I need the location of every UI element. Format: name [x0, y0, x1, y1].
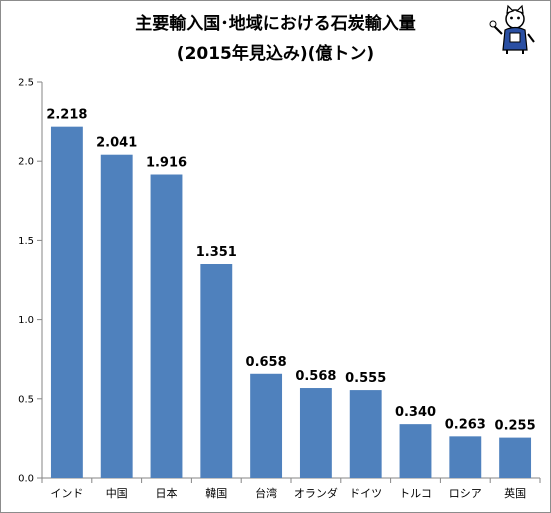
data-label: 2.218: [46, 108, 87, 123]
x-tick-label: ロシア: [449, 487, 482, 500]
x-tick-label: 韓国: [205, 487, 227, 500]
x-tick-label: 台湾: [255, 486, 277, 500]
x-tick-label: 日本: [156, 486, 178, 500]
bar: [449, 436, 482, 478]
bar: [299, 388, 332, 478]
bar: [150, 174, 183, 478]
data-label: 0.658: [246, 355, 287, 370]
data-label: 0.263: [445, 417, 486, 432]
data-label: 0.340: [395, 405, 436, 420]
data-label: 1.351: [196, 245, 237, 260]
data-label: 1.916: [146, 156, 187, 171]
chart-subtitle: (2015年見込み)(億トン): [176, 44, 375, 64]
x-tick-label: トルコ: [399, 487, 432, 500]
bar: [50, 126, 83, 479]
bar: [499, 437, 532, 478]
bar: [399, 424, 432, 478]
x-tick-label: ドイツ: [349, 487, 382, 500]
data-label: 0.568: [295, 369, 336, 384]
bar: [250, 373, 283, 478]
bar: [200, 264, 233, 478]
cat-mascot-icon: [489, 4, 535, 54]
x-tick-label: インド: [50, 487, 83, 500]
data-label: 0.555: [345, 371, 386, 386]
bar: [349, 390, 382, 478]
y-tick-label: 0.0: [18, 474, 34, 485]
data-label: 0.255: [495, 419, 536, 434]
chart-title: 主要輸入国･地域における石炭輸入量: [135, 14, 416, 34]
y-tick-label: 2.5: [18, 78, 34, 89]
data-label: 2.041: [96, 136, 137, 151]
y-tick-label: 0.5: [18, 394, 34, 405]
y-tick-label: 2.0: [18, 157, 34, 168]
x-tick-label: 中国: [106, 487, 128, 500]
bar: [100, 154, 133, 478]
y-tick-label: 1.5: [18, 236, 34, 247]
x-tick-label: 英国: [504, 486, 526, 500]
x-tick-label: オランダ: [294, 486, 338, 500]
y-tick-label: 1.0: [18, 315, 34, 326]
